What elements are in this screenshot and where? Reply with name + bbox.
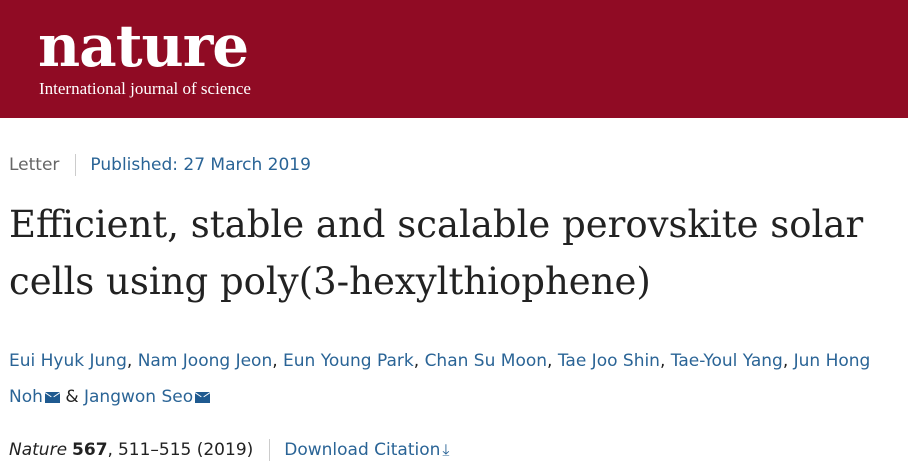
download-arrow-icon[interactable]: ⤓ (442, 440, 450, 459)
article-type: Letter (9, 155, 60, 175)
masthead: nature International journal of science (0, 0, 908, 118)
author-separator: , (413, 351, 420, 371)
citation-line: Nature 567, 511–515 (2019) Download Cita… (9, 439, 450, 461)
author-separator: , (659, 351, 666, 371)
download-citation-link[interactable]: Download Citation (284, 440, 441, 460)
published-date: Published: 27 March 2019 (90, 155, 311, 175)
article-meta: Letter Published: 27 March 2019 (9, 154, 311, 176)
author-link[interactable]: Chan Su Moon (424, 351, 548, 371)
author-separator: , (547, 351, 553, 371)
author-link[interactable]: Jangwon Seo (83, 387, 194, 407)
journal-pages: 511–515 (2019) (117, 440, 254, 460)
author-link[interactable]: Eui Hyuk Jung (9, 351, 127, 371)
author-link[interactable]: Eun Young Park (283, 351, 414, 371)
author-link[interactable]: Jun Hong Noh (9, 351, 871, 407)
logo-tagline: International journal of science (39, 79, 251, 98)
author-list: Eui Hyuk Jung, Nam Joong Jeon, Eun Young… (9, 343, 899, 415)
mail-icon[interactable] (195, 392, 211, 403)
author-separator: , (782, 351, 789, 371)
journal-volume: 567 (72, 440, 108, 460)
divider (269, 439, 271, 461)
author-link[interactable]: Tae Joo Shin (557, 351, 660, 371)
author-link[interactable]: Tae-Youl Yang (670, 351, 783, 371)
author-separator: , (272, 351, 278, 371)
journal-name: Nature (9, 440, 68, 460)
article-title: Efficient, stable and scalable perovskit… (9, 203, 864, 303)
author-joiner: & (65, 387, 79, 407)
author-link[interactable]: Nam Joong Jeon (137, 351, 273, 371)
divider (75, 154, 77, 176)
mail-icon[interactable] (44, 392, 60, 403)
nature-logo[interactable]: nature (38, 12, 249, 80)
author-separator: , (126, 351, 133, 371)
